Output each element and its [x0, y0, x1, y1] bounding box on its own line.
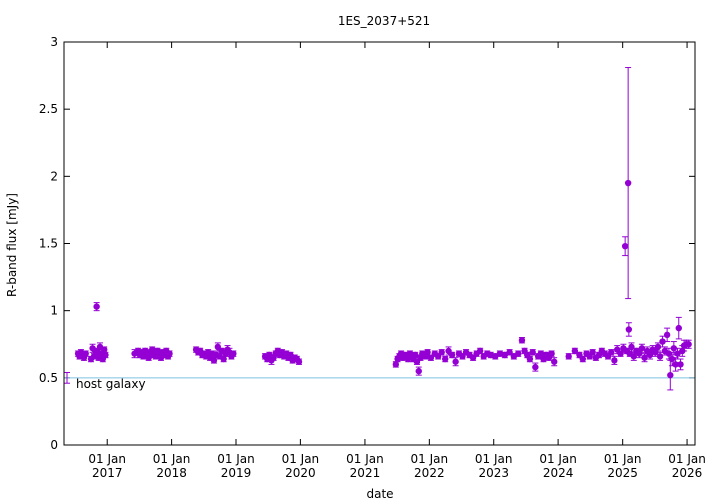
data-points	[74, 67, 692, 391]
data-point	[638, 345, 646, 352]
data-point	[611, 357, 618, 364]
x-tick-year: 2025	[607, 466, 638, 480]
data-point	[667, 371, 674, 379]
x-tick-year: 2023	[478, 466, 509, 480]
data-point	[412, 351, 419, 359]
data-point	[608, 349, 615, 356]
data-point	[621, 242, 629, 250]
data-point	[295, 358, 303, 365]
data-point	[677, 361, 684, 368]
data-point	[415, 367, 422, 375]
x-tick-label: 01 Jan	[217, 452, 255, 466]
data-point	[548, 350, 555, 357]
data-point	[501, 351, 509, 359]
y-axis-label: R-band flux [mJy]	[5, 193, 19, 297]
data-point	[448, 351, 456, 359]
y-tick-label: 0	[50, 438, 58, 452]
x-tick-year: 2021	[350, 466, 381, 480]
data-point	[452, 358, 459, 365]
x-tick-label: 01 Jan	[411, 452, 449, 466]
data-point	[668, 355, 676, 363]
data-point	[665, 350, 673, 357]
y-tick-label: 1.5	[39, 237, 58, 251]
data-point	[102, 351, 109, 359]
data-point	[515, 350, 522, 357]
data-point	[663, 331, 671, 339]
data-point	[551, 358, 558, 365]
data-point	[149, 346, 156, 353]
data-point	[82, 350, 89, 357]
data-point	[675, 324, 682, 332]
data-point	[532, 363, 539, 371]
x-tick-label: 01 Jan	[475, 452, 513, 466]
data-point	[230, 350, 237, 357]
data-point	[624, 179, 632, 187]
data-point	[579, 355, 587, 363]
x-tick-label: 01 Jan	[604, 452, 642, 466]
data-point	[392, 361, 400, 368]
data-point	[670, 345, 678, 352]
data-point	[625, 326, 633, 333]
data-point	[166, 350, 173, 357]
data-point	[145, 354, 152, 361]
data-point	[526, 355, 534, 363]
data-point	[630, 353, 637, 360]
x-tick-label: 01 Jan	[282, 452, 320, 466]
x-tick-year: 2026	[672, 466, 703, 480]
y-tick-label: 3	[50, 35, 58, 49]
x-tick-year: 2019	[221, 466, 252, 480]
x-tick-year: 2017	[92, 466, 123, 480]
y-tick-label: 2.5	[39, 102, 58, 116]
x-tick-label: 01 Jan	[539, 452, 577, 466]
host-galaxy-label: host galaxy	[76, 377, 146, 391]
data-point	[442, 355, 449, 363]
plot-frame	[63, 41, 696, 446]
y-tick-label: 2	[50, 169, 58, 183]
data-point	[641, 354, 648, 361]
data-point	[565, 353, 572, 360]
x-tick-label: 01 Jan	[668, 452, 706, 466]
x-tick-year: 2018	[156, 466, 187, 480]
host-galaxy: host galaxy	[63, 371, 695, 391]
x-tick-label: 01 Jan	[88, 452, 126, 466]
data-point	[685, 341, 692, 348]
data-point	[654, 343, 662, 351]
data-point	[672, 361, 679, 368]
y-tick-label: 0.5	[39, 371, 58, 385]
chart-title: 1ES_2037+521	[338, 14, 430, 28]
x-tick-year: 2020	[285, 466, 316, 480]
data-point	[496, 350, 504, 357]
data-point	[529, 349, 536, 356]
data-point	[518, 337, 526, 344]
x-tick-year: 2022	[414, 466, 445, 480]
data-point	[210, 357, 218, 364]
data-point	[93, 303, 100, 310]
x-axis-label: date	[366, 487, 393, 501]
data-point	[424, 349, 431, 356]
y-ticks: 0 0.5 1 1.5 2 2.5 3	[39, 35, 695, 452]
data-point	[628, 343, 635, 351]
data-point	[537, 350, 545, 357]
data-point	[674, 350, 681, 357]
data-point	[438, 349, 445, 356]
x-tick-label: 01 Jan	[346, 452, 384, 466]
data-point	[101, 346, 108, 353]
data-point	[589, 349, 596, 356]
data-point	[476, 347, 484, 355]
data-point	[656, 353, 664, 360]
x-tick-label: 01 Jan	[153, 452, 191, 466]
x-tick-year: 2024	[543, 466, 574, 480]
data-point	[220, 355, 227, 363]
data-point	[659, 338, 666, 345]
y-tick-label: 1	[50, 304, 58, 318]
